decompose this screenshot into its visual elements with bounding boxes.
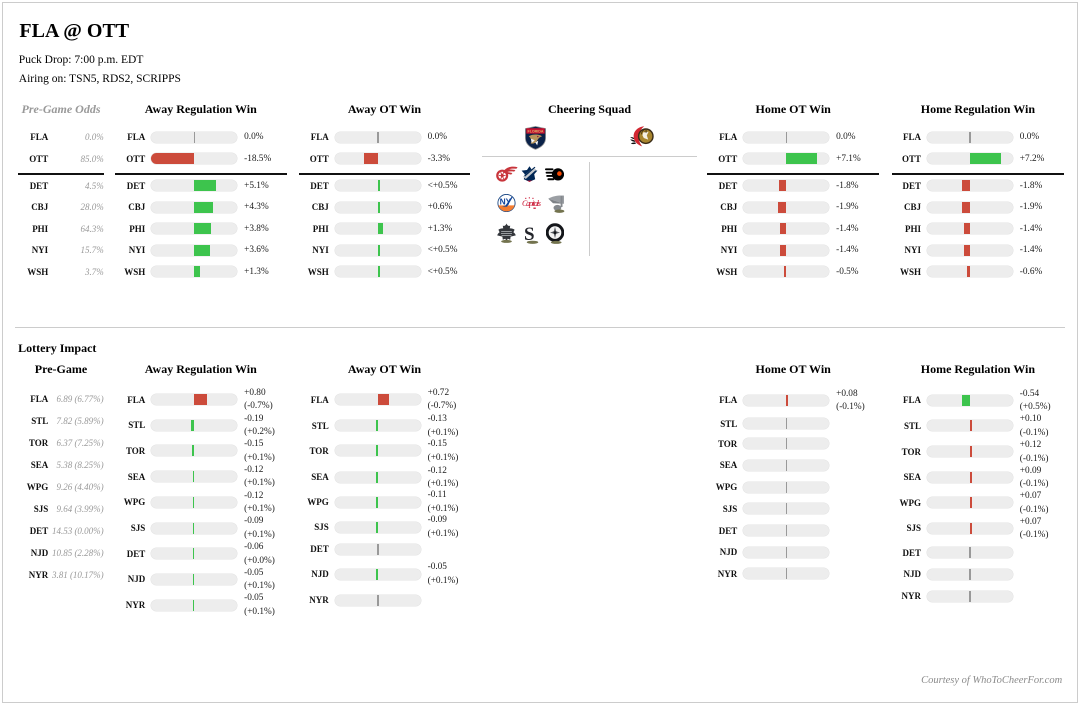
- svg-text:S: S: [524, 224, 535, 244]
- svg-text:NY: NY: [500, 196, 512, 206]
- svg-text:Capitals: Capitals: [522, 199, 541, 208]
- svg-text:FLORIDA: FLORIDA: [527, 129, 543, 133]
